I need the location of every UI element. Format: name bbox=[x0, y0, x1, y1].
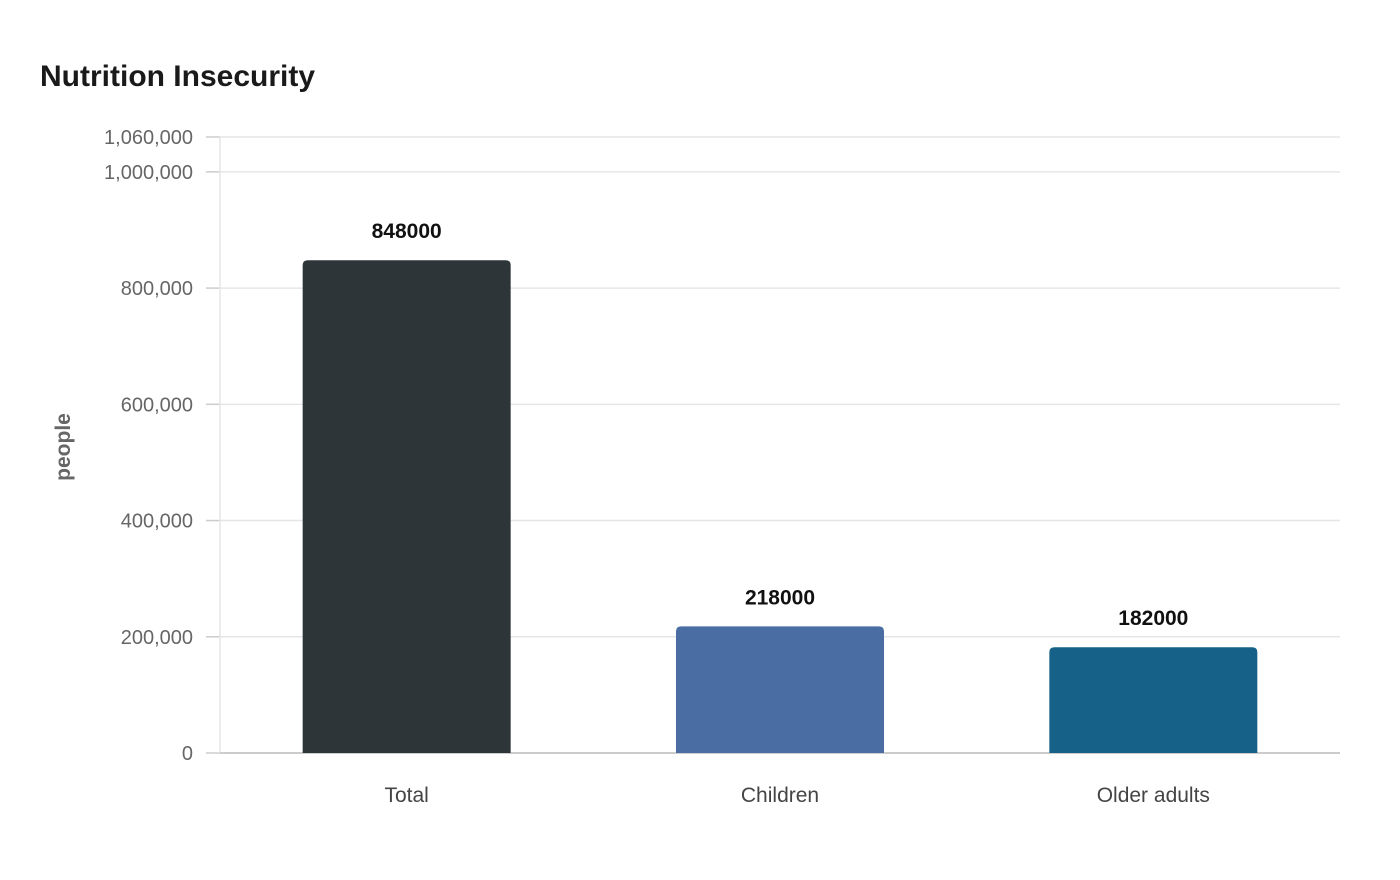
y-tick-label: 400,000 bbox=[121, 511, 193, 533]
y-tick-labels: 0 200,000 400,000 600,000 800,000 1,000,000 1,… bbox=[104, 127, 193, 765]
y-tick-label: 0 bbox=[182, 743, 193, 765]
y-tick-label: 800,000 bbox=[121, 278, 193, 300]
category-label: Children bbox=[741, 784, 819, 807]
chart-title: Nutrition Insecurity bbox=[40, 60, 316, 93]
bar-older-adults bbox=[1049, 647, 1258, 753]
bar-children bbox=[676, 626, 884, 753]
data-labels: 848000 218000 182000 bbox=[372, 220, 1189, 630]
y-tick-label: 1,000,000 bbox=[104, 162, 193, 184]
y-tick-label: 600,000 bbox=[121, 394, 193, 416]
y-axis-title: people bbox=[52, 413, 75, 481]
data-label: 848000 bbox=[372, 220, 442, 243]
data-label: 182000 bbox=[1118, 607, 1188, 630]
y-tick-label: 200,000 bbox=[121, 627, 193, 649]
category-labels: Total Children Older adults bbox=[384, 784, 1209, 807]
category-label: Total bbox=[384, 784, 428, 807]
category-label: Older adults bbox=[1097, 784, 1210, 807]
y-tick-label: 1,060,000 bbox=[104, 127, 193, 149]
bar-total bbox=[302, 260, 511, 753]
bars bbox=[302, 260, 1258, 753]
data-label: 218000 bbox=[745, 586, 815, 609]
